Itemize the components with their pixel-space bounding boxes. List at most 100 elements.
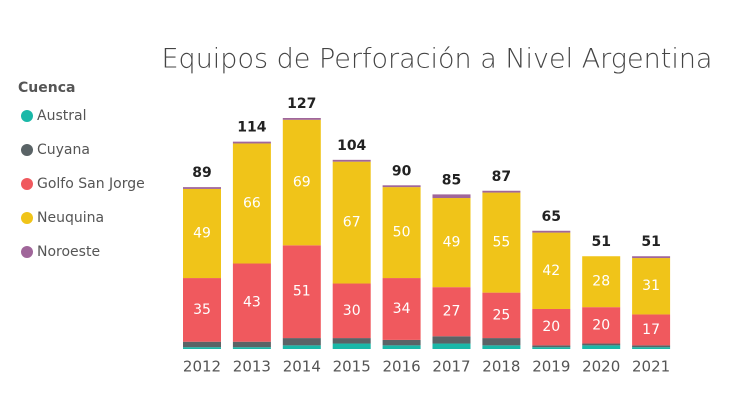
bar-segment <box>632 314 671 346</box>
bar-segment <box>282 338 321 346</box>
bar-segment <box>632 258 671 315</box>
bar-segment <box>432 287 471 337</box>
total-label: 51 <box>591 234 610 250</box>
bar-segment <box>382 339 421 346</box>
chart-title: Equipos de Perforación a Nivel Argentina <box>162 44 713 75</box>
legend-marker <box>21 110 33 122</box>
legend-label: Golfo San Jorge <box>37 176 145 192</box>
data-label: 67 <box>343 215 361 231</box>
bar-segment <box>232 347 271 349</box>
bar-segment <box>432 194 471 199</box>
bar-segment <box>532 308 571 346</box>
bar-segment <box>232 141 271 144</box>
data-label: 69 <box>293 175 311 191</box>
data-label: 55 <box>492 235 510 251</box>
x-tick-label: 2020 <box>582 358 620 376</box>
data-label: 42 <box>542 263 560 279</box>
legend-marker <box>21 246 33 258</box>
data-label: 28 <box>592 274 610 290</box>
bar-segment <box>482 190 521 193</box>
data-label: 31 <box>642 278 660 294</box>
legend-marker <box>21 178 33 190</box>
bar-segment <box>282 245 321 339</box>
total-label: 85 <box>442 172 461 188</box>
data-label: 20 <box>592 317 610 333</box>
x-tick-label: 2017 <box>432 358 470 376</box>
bar-segment <box>582 343 621 346</box>
total-label: 90 <box>392 163 412 179</box>
legend-label: Noroeste <box>37 244 100 260</box>
data-label: 35 <box>193 302 211 318</box>
bar-segment <box>183 278 221 342</box>
bar-segment <box>232 341 271 348</box>
bar-segment <box>332 283 371 339</box>
bar-segment <box>432 343 471 349</box>
bar-segment <box>532 232 571 309</box>
data-label: 51 <box>293 284 311 300</box>
data-label: 27 <box>443 304 461 320</box>
bar-segment <box>482 345 521 349</box>
bar-segment <box>582 256 621 308</box>
bar-segment <box>232 143 271 264</box>
bar-segment <box>232 263 271 342</box>
bar-segment <box>582 345 621 349</box>
bar-segment <box>382 187 421 279</box>
total-label: 87 <box>492 169 511 185</box>
legend-marker <box>21 144 33 156</box>
data-label: 49 <box>193 226 211 242</box>
legend-marker <box>21 212 33 224</box>
bar-segment <box>332 338 371 344</box>
bar-segment <box>382 185 421 188</box>
bar-segment <box>632 345 671 348</box>
data-label: 20 <box>542 319 560 335</box>
bar-segment <box>432 336 471 344</box>
data-label: 66 <box>243 195 261 211</box>
bar-segment <box>183 188 221 279</box>
x-tick-label: 2021 <box>632 358 670 376</box>
data-label: 50 <box>393 225 411 241</box>
bar-segment <box>183 187 221 189</box>
legend-label: Austral <box>37 108 86 124</box>
x-tick-label: 2014 <box>283 358 321 376</box>
data-label: 49 <box>443 235 461 251</box>
bar-segment <box>632 347 671 349</box>
bar-segment <box>532 230 571 233</box>
x-tick-label: 2013 <box>233 358 271 376</box>
total-label: 114 <box>237 120 266 136</box>
bar-segment <box>482 292 521 339</box>
total-label: 127 <box>287 96 316 112</box>
x-tick-label: 2015 <box>333 358 371 376</box>
legend-title: Cuenca <box>18 80 75 96</box>
bar-segment <box>482 192 521 293</box>
total-label: 89 <box>192 165 211 181</box>
bar-segment <box>332 343 371 349</box>
bar-segment <box>532 347 571 349</box>
legend-label: Neuquina <box>37 210 104 226</box>
bar-segment <box>282 118 321 120</box>
data-label: 43 <box>243 295 261 311</box>
x-tick-label: 2012 <box>183 358 221 376</box>
bar-segment <box>632 256 671 259</box>
total-label: 65 <box>542 209 561 225</box>
total-label: 104 <box>337 138 366 154</box>
bar-segment <box>282 119 321 246</box>
bar-segment <box>183 341 221 348</box>
bar-segment <box>332 161 371 284</box>
bar-segment <box>482 338 521 346</box>
bar-segment <box>382 345 421 349</box>
bar-segment <box>432 198 471 288</box>
x-tick-label: 2018 <box>482 358 520 376</box>
data-label: 17 <box>642 322 660 338</box>
x-tick-label: 2016 <box>383 358 421 376</box>
bar-segment <box>282 345 321 349</box>
data-label: 34 <box>393 301 411 317</box>
bar-segment <box>582 307 621 344</box>
data-label: 30 <box>343 303 361 319</box>
bar-segment <box>382 278 421 340</box>
legend-label: Cuyana <box>37 142 90 158</box>
bar-segment <box>183 347 221 349</box>
bar-segment <box>532 345 571 348</box>
x-tick-label: 2019 <box>532 358 570 376</box>
total-label: 51 <box>641 234 660 250</box>
